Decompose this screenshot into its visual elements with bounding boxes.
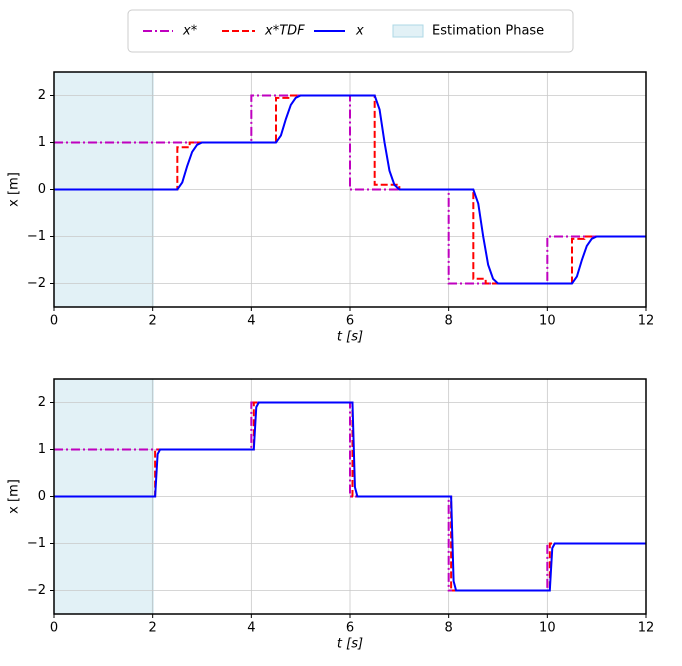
x-axis-label: t [s] [337, 330, 363, 345]
legend-label: x [355, 24, 364, 39]
y-tick-label: 2 [38, 88, 46, 103]
line [54, 94, 646, 285]
legend-swatch [392, 24, 424, 38]
y-tick-label: 0 [38, 182, 46, 197]
y-tick-label: 2 [38, 395, 46, 410]
x-tick-label: 4 [247, 314, 255, 329]
y-tick-label: −1 [27, 536, 46, 551]
x-tick-label: 12 [638, 314, 655, 329]
legend: x* x*TDF x Estimation Phase [127, 9, 574, 53]
x-tick-label: 4 [247, 621, 255, 636]
y-tick-label: 1 [38, 442, 46, 457]
x-tick-label: 10 [539, 314, 556, 329]
y-tick-label: −2 [27, 276, 46, 291]
x-tick-label: 2 [149, 621, 157, 636]
line [54, 401, 646, 592]
legend-label: x* [182, 24, 198, 39]
line [54, 94, 646, 285]
x-tick-label: 6 [346, 621, 354, 636]
y-axis-label: x [m] [7, 479, 22, 514]
legend-label: x*TDF [264, 24, 305, 39]
axes-frame [53, 71, 647, 308]
y-axis-label: x [m] [7, 172, 22, 207]
x-tick-label: 8 [445, 314, 453, 329]
x-tick-label: 10 [539, 621, 556, 636]
x-axis-label: t [s] [337, 637, 363, 652]
y-tick-label: −1 [27, 229, 46, 244]
x-tick-label: 8 [445, 621, 453, 636]
x-tick-label: 0 [50, 621, 58, 636]
x-tick-label: 2 [149, 314, 157, 329]
y-tick-label: −2 [27, 583, 46, 598]
axes-frame [53, 378, 647, 615]
y-tick-label: 1 [38, 135, 46, 150]
x-tick-label: 6 [346, 314, 354, 329]
line [54, 401, 646, 592]
line [54, 94, 646, 285]
legend-label: Estimation Phase [432, 24, 544, 39]
x-tick-label: 12 [638, 621, 655, 636]
legend-box [127, 9, 574, 53]
y-tick-label: 0 [38, 489, 46, 504]
x-tick-label: 0 [50, 314, 58, 329]
